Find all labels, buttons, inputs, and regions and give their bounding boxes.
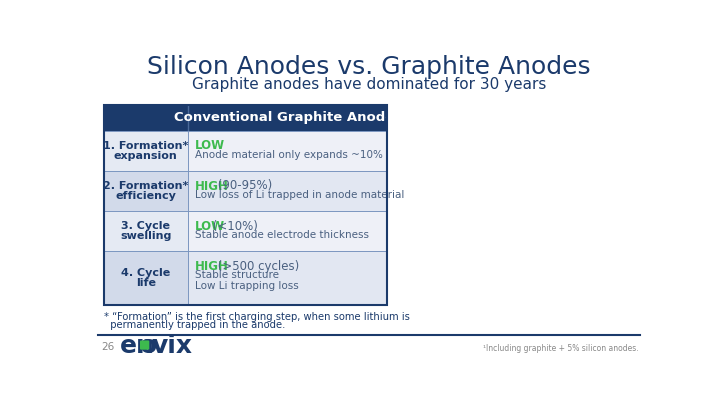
Text: * “Formation” is the first charging step, when some lithium is: * “Formation” is the first charging step… xyxy=(104,312,410,322)
Text: Anode material only expands ~10%: Anode material only expands ~10% xyxy=(194,150,382,160)
Text: expansion: expansion xyxy=(114,151,178,162)
Text: life: life xyxy=(136,279,156,288)
Text: ¹Including graphite + 5% silicon anodes.: ¹Including graphite + 5% silicon anodes. xyxy=(483,344,639,354)
Text: 2. Formation*: 2. Formation* xyxy=(103,181,189,191)
Text: LOW: LOW xyxy=(194,220,225,232)
Text: (>500 cycles): (>500 cycles) xyxy=(214,260,299,273)
Bar xyxy=(104,105,387,305)
Text: LOW: LOW xyxy=(194,139,225,152)
Bar xyxy=(188,131,387,171)
Bar xyxy=(104,171,188,211)
Text: permanently trapped in the anode.: permanently trapped in the anode. xyxy=(104,320,285,330)
Text: swelling: swelling xyxy=(120,232,171,241)
Text: Silicon Anodes vs. Graphite Anodes: Silicon Anodes vs. Graphite Anodes xyxy=(147,55,591,79)
Text: 26: 26 xyxy=(101,342,114,352)
Text: en: en xyxy=(120,334,154,358)
Text: efficiency: efficiency xyxy=(115,192,176,201)
Text: Stable anode electrode thickness: Stable anode electrode thickness xyxy=(194,230,369,240)
Text: Low Li trapping loss: Low Li trapping loss xyxy=(194,281,298,291)
Bar xyxy=(104,105,387,131)
Bar xyxy=(188,251,387,305)
Bar xyxy=(104,211,188,251)
Bar xyxy=(104,131,188,171)
Text: Low loss of Li trapped in anode material: Low loss of Li trapped in anode material xyxy=(194,190,404,200)
Text: vix: vix xyxy=(152,334,193,358)
Text: (90-95%): (90-95%) xyxy=(214,179,272,192)
Text: o: o xyxy=(140,334,157,358)
FancyBboxPatch shape xyxy=(140,341,149,350)
Bar xyxy=(104,251,188,305)
Text: 1. Formation*: 1. Formation* xyxy=(103,141,189,151)
Text: 3. Cycle: 3. Cycle xyxy=(121,221,171,231)
Text: 4. Cycle: 4. Cycle xyxy=(121,268,171,278)
Text: HIGH: HIGH xyxy=(194,260,228,273)
Bar xyxy=(188,171,387,211)
Text: Graphite anodes have dominated for 30 years: Graphite anodes have dominated for 30 ye… xyxy=(192,77,546,92)
Text: HIGH: HIGH xyxy=(194,179,228,192)
Bar xyxy=(188,211,387,251)
Text: Conventional Graphite Anode¹: Conventional Graphite Anode¹ xyxy=(174,111,400,124)
Text: (<10%): (<10%) xyxy=(209,220,258,232)
Text: Stable structure: Stable structure xyxy=(194,271,279,280)
